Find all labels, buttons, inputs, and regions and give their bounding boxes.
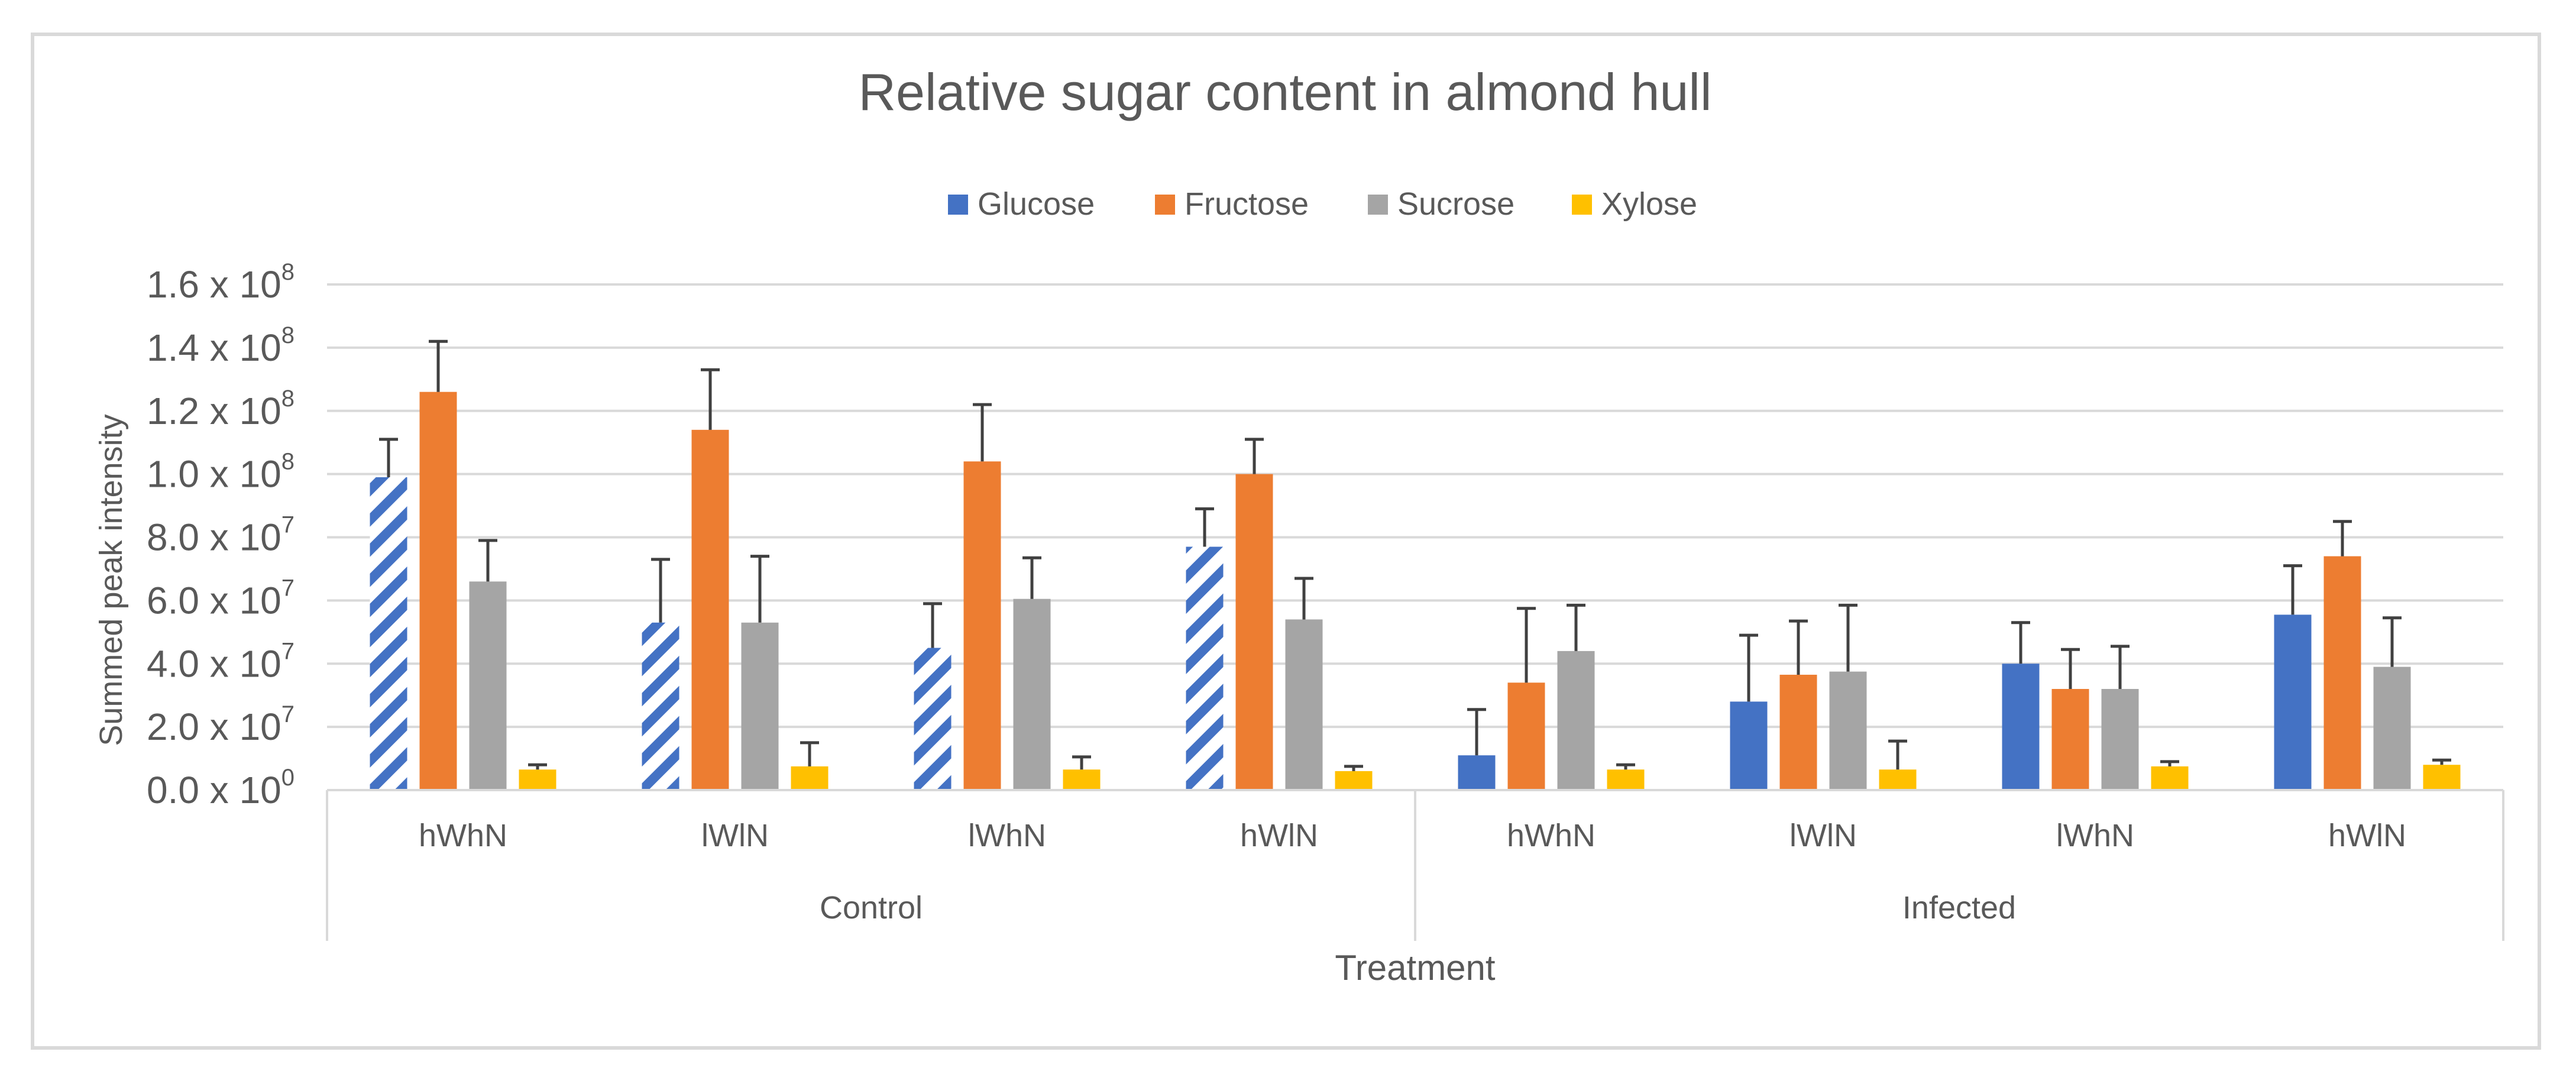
y-tick-mantissa: 4.0 x 10 <box>147 642 281 685</box>
bar-fructose <box>2323 556 2361 790</box>
bar-sucrose <box>1829 671 1867 790</box>
bar-xylose <box>2423 765 2461 790</box>
y-tick-exponent: 8 <box>281 386 295 412</box>
y-tick-label: 1.6 x 108 <box>147 259 295 306</box>
bar-fructose <box>1507 682 1545 790</box>
y-axis-title: Summed peak intensity <box>93 414 129 746</box>
y-tick-label: 1.4 x 108 <box>147 322 295 369</box>
y-tick-mantissa: 1.4 x 10 <box>147 326 281 369</box>
chart-text: Relative sugar content in almond hull Tr… <box>93 63 2406 988</box>
x-group-label: Control <box>820 890 923 926</box>
bar-glucose <box>1730 701 1768 790</box>
bar-glucose <box>1186 546 1224 790</box>
bar-glucose <box>370 477 407 790</box>
bar-fructose <box>1779 674 1817 790</box>
y-tick-mantissa: 1.0 x 10 <box>147 453 281 496</box>
x-category-label: hWlN <box>1240 818 1318 853</box>
y-tick-label: 6.0 x 107 <box>147 575 295 622</box>
legend-label-fructose: Fructose <box>1185 186 1309 222</box>
y-tick-label: 0.0 x 100 <box>147 765 295 811</box>
x-category-label: lWhN <box>2056 818 2134 853</box>
bar-xylose <box>1335 771 1373 790</box>
bar-xylose <box>1607 769 1645 790</box>
bar-fructose <box>2051 689 2089 790</box>
y-tick-mantissa: 0.0 x 10 <box>147 769 281 811</box>
bar-xylose <box>2151 766 2189 790</box>
legend-swatch-glucose <box>948 195 968 215</box>
chart-svg: Relative sugar content in almond hull Tr… <box>93 63 2504 988</box>
bar-sucrose <box>2101 689 2139 790</box>
legend-swatch-xylose <box>1572 195 1592 215</box>
legend-label-xylose: Xylose <box>1601 186 1697 222</box>
y-tick-exponent: 0 <box>281 765 295 791</box>
y-tick-label: 1.2 x 108 <box>147 386 295 432</box>
bar-xylose <box>1879 769 1917 790</box>
y-tick-exponent: 8 <box>281 322 295 348</box>
y-tick-mantissa: 2.0 x 10 <box>147 706 281 748</box>
legend-swatch-fructose <box>1155 195 1175 215</box>
y-tick-label: 4.0 x 107 <box>147 638 295 685</box>
y-tick-exponent: 7 <box>281 638 295 664</box>
y-tick-label: 2.0 x 107 <box>147 701 295 748</box>
x-axis-title: Treatment <box>1335 948 1496 988</box>
bar-glucose <box>914 648 952 790</box>
legend: Glucose Fructose Sucrose Xylose <box>948 186 1697 222</box>
x-category-label: hWhN <box>419 818 507 853</box>
x-category-label: lWlN <box>1789 818 1857 853</box>
x-category-label: hWhN <box>1507 818 1596 853</box>
bar-sucrose <box>1013 598 1051 790</box>
y-tick-mantissa: 6.0 x 10 <box>147 579 281 622</box>
gridlines <box>327 283 2503 729</box>
bar-sucrose <box>469 581 507 790</box>
bar-glucose <box>2274 614 2312 790</box>
legend-label-glucose: Glucose <box>978 186 1095 222</box>
y-tick-exponent: 8 <box>281 259 295 285</box>
bar-fructose <box>691 429 729 790</box>
x-category-label: lWlN <box>701 818 769 853</box>
legend-swatch-sucrose <box>1368 195 1388 215</box>
y-tick-exponent: 7 <box>281 701 295 727</box>
y-tick-mantissa: 1.6 x 10 <box>147 263 281 306</box>
bar-xylose <box>791 766 829 790</box>
x-group-label: Infected <box>1902 890 2016 926</box>
chart-title: Relative sugar content in almond hull <box>858 63 1711 121</box>
bar-glucose <box>2002 664 2040 790</box>
bar-fructose <box>963 461 1001 790</box>
bar-glucose <box>1458 755 1496 790</box>
bar-sucrose <box>741 622 779 790</box>
chart-frame: Relative sugar content in almond hull Tr… <box>31 33 2541 1050</box>
bar-sucrose <box>1557 651 1595 790</box>
y-tick-exponent: 8 <box>281 449 295 475</box>
y-tick-exponent: 7 <box>281 512 295 538</box>
y-tick-mantissa: 1.2 x 10 <box>147 390 281 432</box>
error-bars <box>379 339 2451 771</box>
y-tick-mantissa: 8.0 x 10 <box>147 516 281 559</box>
bar-xylose <box>1063 769 1101 790</box>
bars <box>370 391 2461 790</box>
bar-sucrose <box>2373 666 2411 790</box>
bar-glucose <box>642 622 679 790</box>
legend-label-sucrose: Sucrose <box>1397 186 1514 222</box>
bar-sucrose <box>1285 619 1323 790</box>
bar-xylose <box>519 769 556 790</box>
y-tick-exponent: 7 <box>281 575 295 601</box>
bar-fructose <box>419 391 457 790</box>
y-tick-label: 8.0 x 107 <box>147 512 295 559</box>
bar-fructose <box>1235 474 1273 790</box>
x-category-label: hWlN <box>2328 818 2406 853</box>
x-category-label: lWhN <box>968 818 1046 853</box>
axes <box>326 789 2504 941</box>
y-tick-label: 1.0 x 108 <box>147 449 295 496</box>
